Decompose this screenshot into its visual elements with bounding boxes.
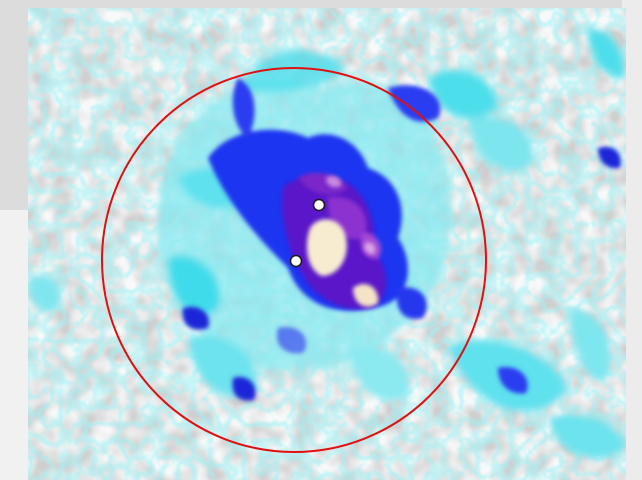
roi-circle[interactable]: [101, 67, 487, 453]
background-panel-right: [622, 0, 642, 480]
marker-point-2[interactable]: [289, 254, 303, 268]
image-viewer[interactable]: [28, 8, 626, 480]
marker-point-1[interactable]: [312, 198, 326, 212]
heatmap-image: [28, 8, 626, 480]
background-panel-left: [0, 210, 30, 480]
hot-spots: [306, 175, 379, 307]
